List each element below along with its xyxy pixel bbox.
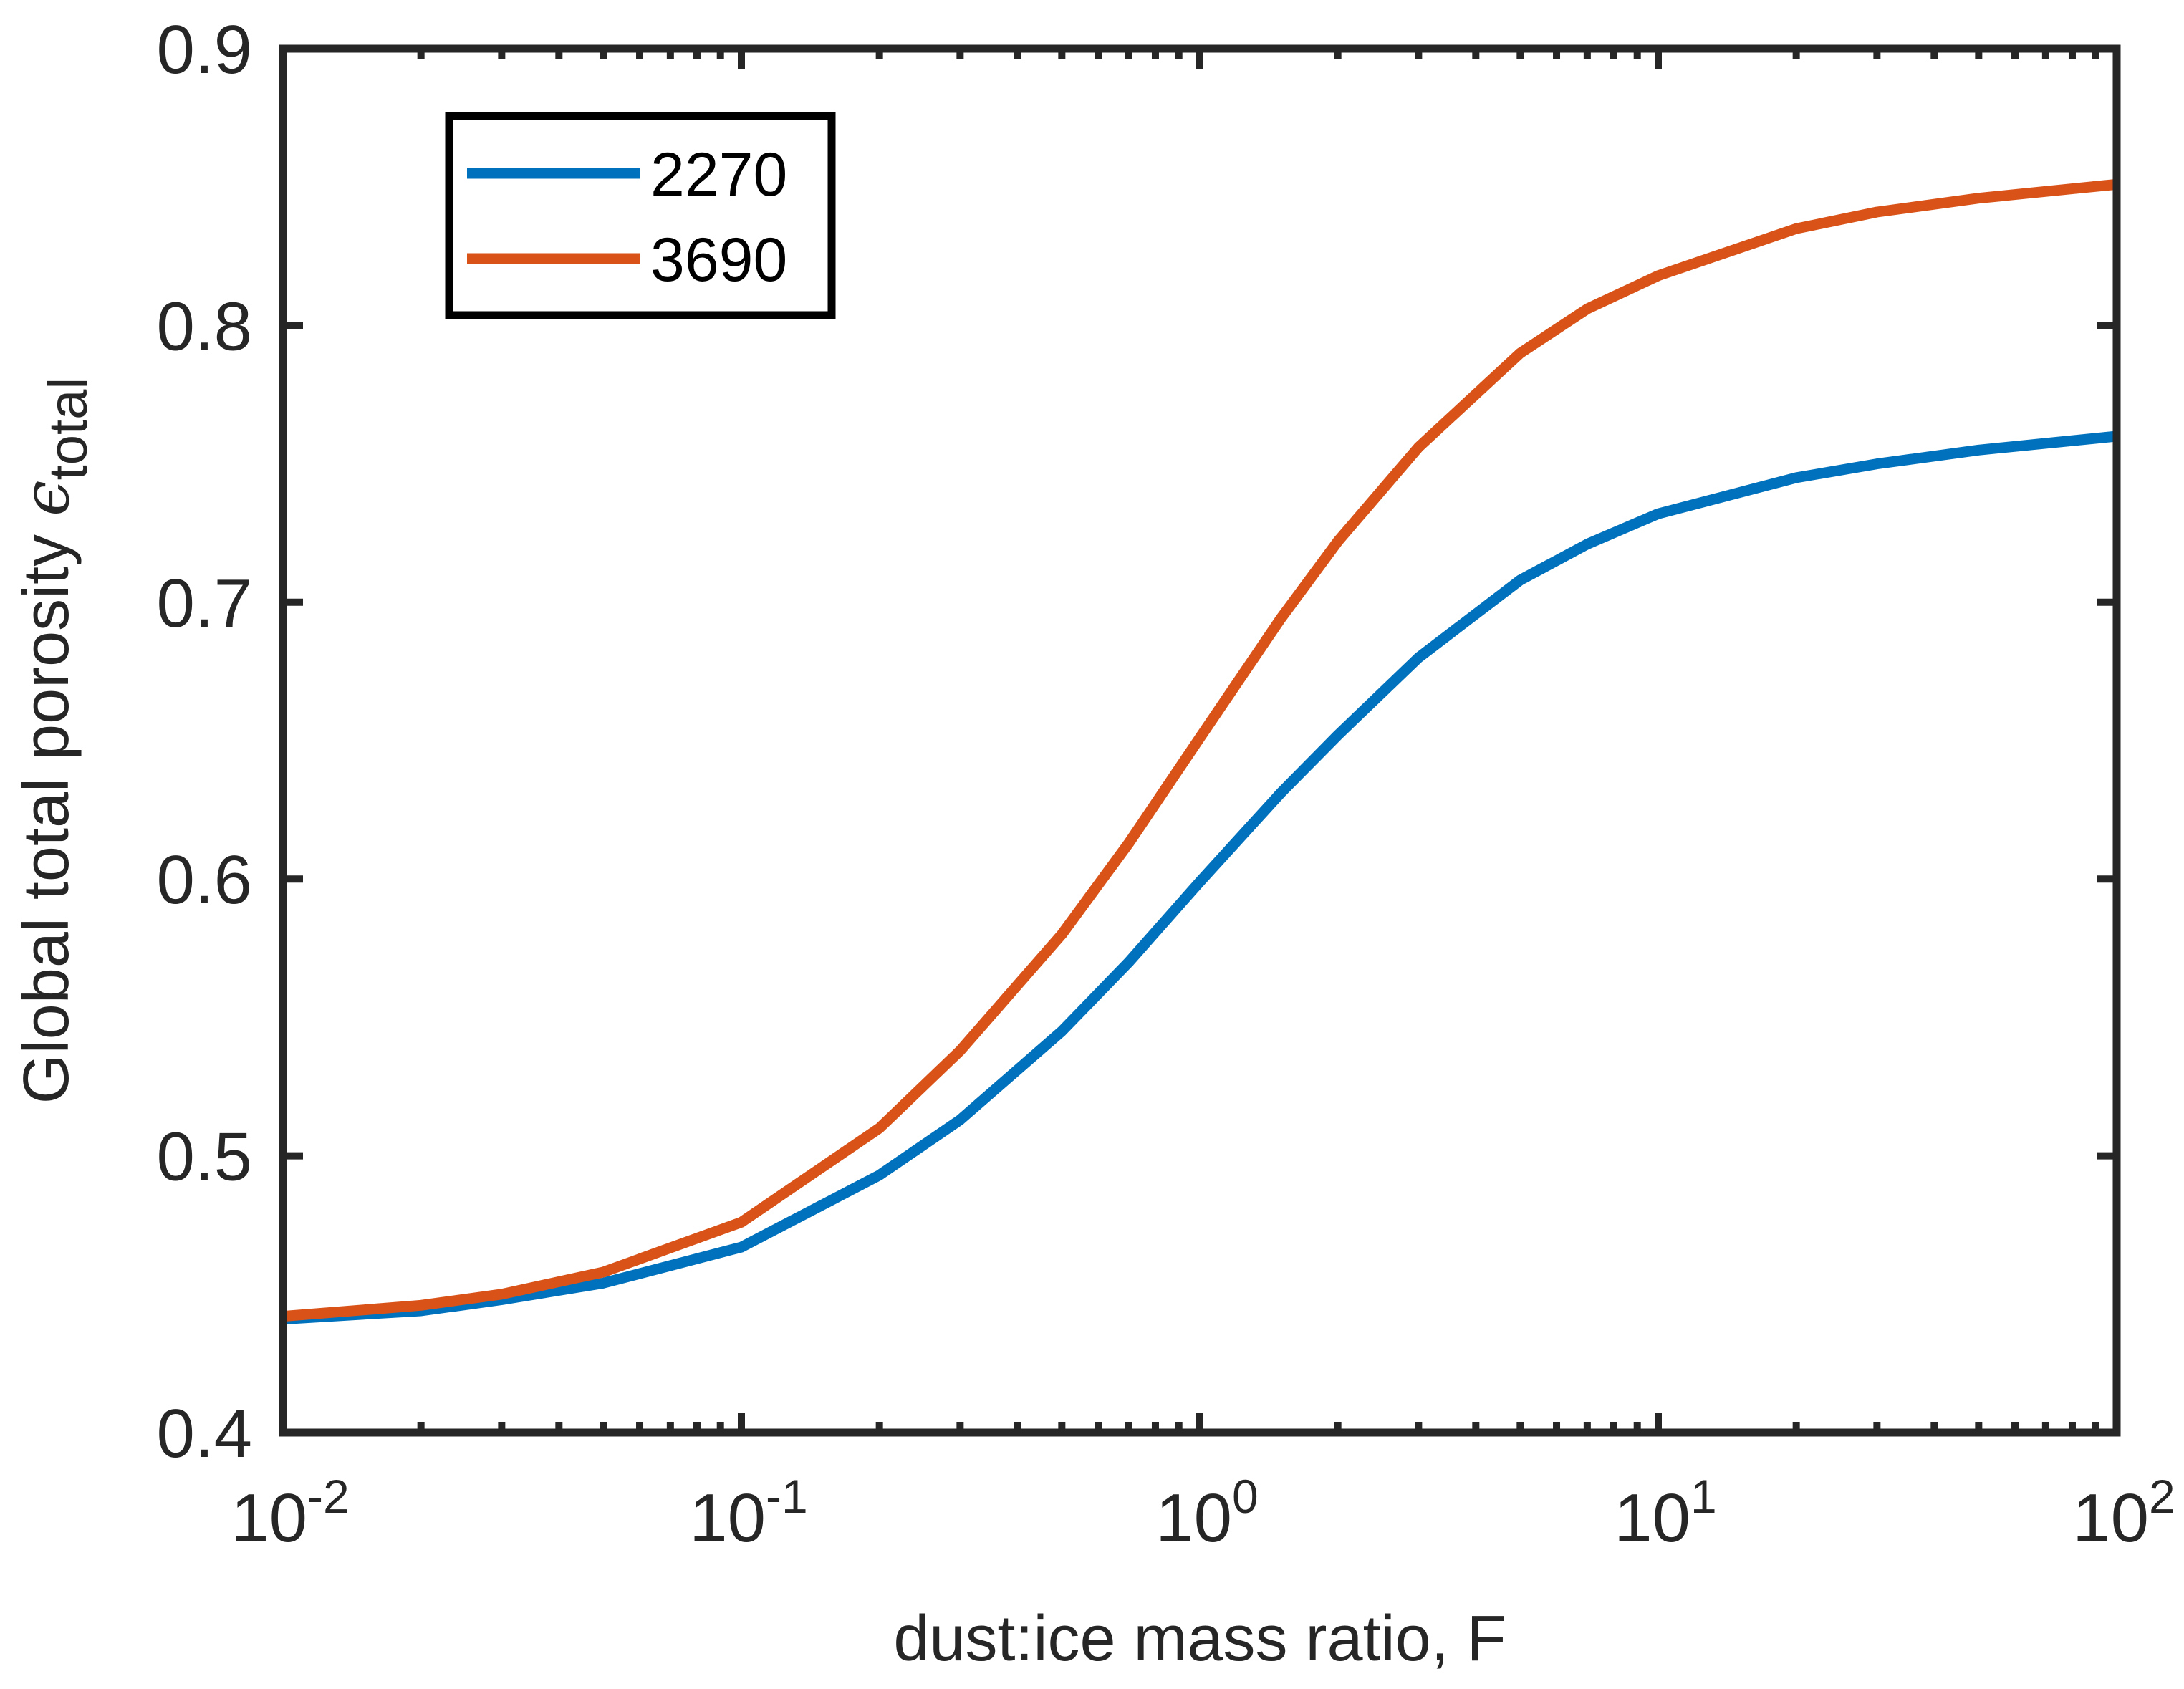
y-axis-label-text: Global total porosity: [11, 516, 82, 1104]
x-tick-labels: 10-2 10-1 100 101 102: [231, 1470, 2175, 1556]
x-tick-exponent: 0: [1232, 1470, 1259, 1523]
axes-box: [279, 44, 2121, 1437]
legend-label-2270: 2270: [650, 140, 787, 209]
series-layer: [283, 178, 2117, 1325]
x-tick-label: 100: [1155, 1470, 1259, 1556]
y-axis-label: Global total porosity ϵtotal: [9, 377, 99, 1104]
y-tick-label: 0.8: [157, 288, 252, 365]
x-tick-base: 10: [689, 1480, 766, 1556]
series-line-2270: [283, 430, 2117, 1325]
x-axis-label: dust:ice mass ratio, F: [893, 1603, 1506, 1675]
y-tick-label: 0.7: [157, 565, 252, 642]
x-tick-exponent: -1: [766, 1470, 808, 1523]
legend-box: [445, 112, 836, 319]
y-tick-label: 0.5: [157, 1119, 252, 1195]
y-tick-label: 0.9: [157, 11, 252, 88]
y-axis-label-subscript: total: [38, 377, 99, 481]
x-tick-base: 10: [2072, 1480, 2149, 1556]
y-tick-label: 0.4: [157, 1395, 252, 1472]
series-line-3690: [283, 178, 2117, 1322]
x-tick-label: 10-2: [231, 1470, 349, 1556]
legend: 2270 3690: [445, 112, 836, 319]
y-axis-label-symbol: ϵ: [9, 480, 84, 516]
x-tick-exponent: 1: [1690, 1470, 1717, 1523]
x-tick-base: 10: [231, 1480, 307, 1556]
x-tick-base: 10: [1614, 1480, 1690, 1556]
y-tick-labels: 0.4 0.5 0.6 0.7 0.8 0.9: [157, 11, 252, 1472]
x-tick-exponent: -2: [307, 1470, 350, 1523]
legend-label-3690: 3690: [650, 226, 787, 294]
x-tick-label: 101: [1614, 1470, 1717, 1556]
x-tick-label: 10-1: [689, 1470, 807, 1556]
y-tick-label: 0.6: [157, 842, 252, 918]
x-tick-base: 10: [1155, 1480, 1232, 1556]
x-tick-exponent: 2: [2149, 1470, 2175, 1523]
x-tick-label: 102: [2072, 1470, 2175, 1556]
